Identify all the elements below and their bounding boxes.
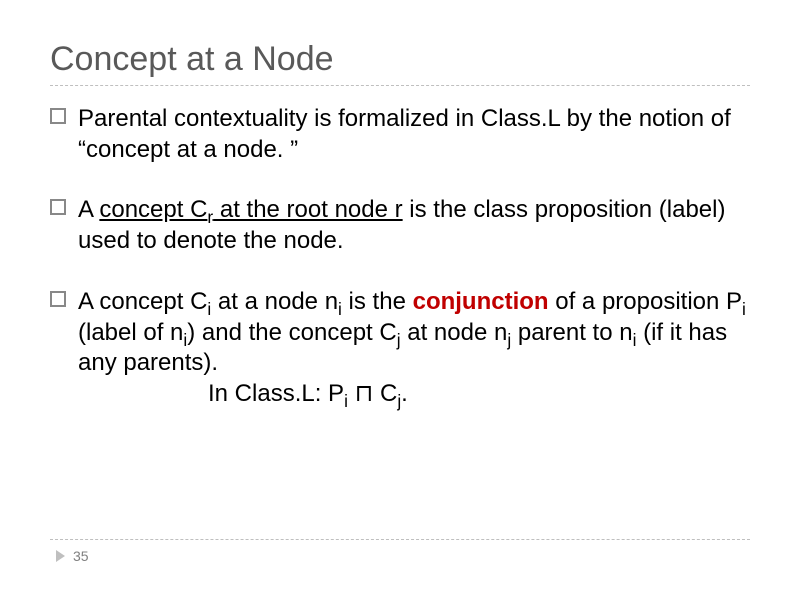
title-rule <box>50 85 750 86</box>
bullet-text: Parental contextuality is formalized in … <box>78 105 731 163</box>
page-number: 35 <box>73 548 89 564</box>
text-run: concept C <box>99 196 207 223</box>
text-run: (label of n <box>78 319 183 346</box>
text-run: . <box>401 380 408 407</box>
emphasis-red: conjunction <box>413 288 549 315</box>
text-run: A <box>78 196 99 223</box>
text-run: at node n <box>401 319 508 346</box>
triangle-icon <box>56 550 65 562</box>
list-item: Parental contextuality is formalized in … <box>50 104 750 165</box>
text-run: at the root node r <box>213 196 402 223</box>
text-run: ) and the concept C <box>187 319 396 346</box>
underline-run: concept Cr at the root node r <box>99 196 402 223</box>
footer: 35 <box>50 539 750 564</box>
text-run: at a node n <box>211 288 338 315</box>
page-number-wrap: 35 <box>50 548 750 564</box>
footer-rule <box>50 539 750 540</box>
slide: Concept at a Node Parental contextuality… <box>0 0 800 600</box>
list-item: A concept Cr at the root node r is the c… <box>50 195 750 256</box>
square-bullet-icon <box>50 108 66 124</box>
list-item: A concept Ci at a node ni is the conjunc… <box>50 287 750 410</box>
bullet-list: Parental contextuality is formalized in … <box>50 104 750 410</box>
text-run: ⊓ C <box>348 380 397 407</box>
text-run: parent to n <box>511 319 632 346</box>
text-run: is the <box>342 288 413 315</box>
bullet-text: A concept Ci at a node ni is the conjunc… <box>78 288 746 376</box>
bullet-text-line2: In Class.L: Pi ⊓ Cj. <box>78 379 750 410</box>
slide-title: Concept at a Node <box>50 40 750 79</box>
bullet-text: A concept Cr at the root node r is the c… <box>78 196 725 254</box>
text-run: of a proposition P <box>549 288 742 315</box>
square-bullet-icon <box>50 199 66 215</box>
text-run: A concept C <box>78 288 207 315</box>
subscript: i <box>742 299 746 319</box>
square-bullet-icon <box>50 291 66 307</box>
text-run: In Class.L: P <box>208 380 344 407</box>
